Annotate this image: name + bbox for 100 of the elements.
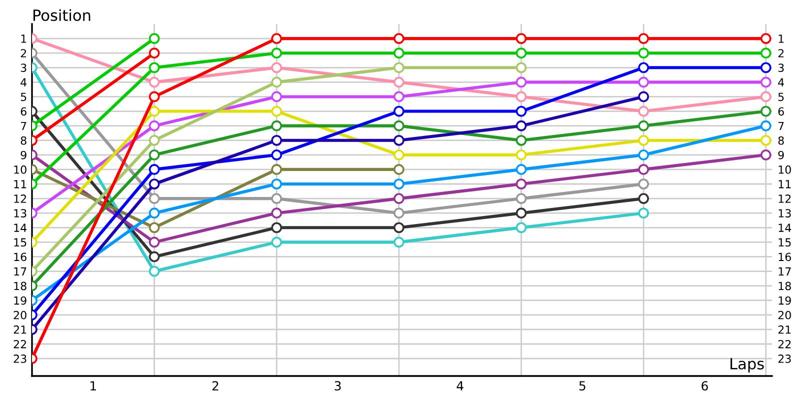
y2-tick-label: 17 [778, 267, 791, 276]
point [394, 193, 404, 204]
y-tick-label: 14 [14, 224, 27, 232]
y-tick-label: 13 [14, 209, 26, 218]
x-tick-label: 2 [212, 381, 218, 390]
y2-tick-label: 1 [778, 34, 784, 43]
point [760, 48, 772, 59]
point [638, 106, 649, 117]
point [148, 222, 160, 234]
x-axis-title: Laps [730, 358, 764, 372]
point [638, 208, 649, 219]
x-tick-label: 3 [334, 381, 341, 391]
point [271, 149, 282, 160]
y2-tick-label: 5 [778, 92, 784, 102]
y-tick-label: 5 [20, 92, 26, 102]
point [271, 236, 282, 248]
point [638, 134, 649, 146]
y-tick-label: 23 [14, 354, 26, 363]
point [516, 33, 527, 44]
point [394, 91, 404, 102]
x-tick-label: 1 [90, 381, 96, 390]
point [516, 76, 527, 88]
y-tick-label: 8 [20, 136, 26, 145]
point [148, 236, 160, 248]
point [638, 48, 649, 59]
point [516, 149, 527, 160]
point [271, 164, 282, 175]
point [638, 164, 649, 175]
point [148, 62, 160, 74]
y2-tick-label: 9 [778, 150, 784, 160]
point [516, 120, 527, 132]
point [148, 266, 160, 277]
point [760, 62, 772, 74]
point [638, 120, 649, 132]
point [148, 178, 160, 190]
point [516, 193, 527, 204]
y-tick-label: 20 [14, 310, 26, 320]
point [148, 91, 160, 102]
point [638, 149, 649, 160]
point [516, 178, 527, 190]
point [516, 91, 527, 102]
y2-tick-label: 11 [778, 180, 791, 188]
y-tick-label: 9 [20, 150, 26, 160]
point [148, 193, 160, 204]
x-tick-label: 5 [579, 381, 586, 391]
y2-tick-label: 15 [778, 238, 791, 247]
point [394, 149, 404, 160]
y-tick-label: 4 [20, 78, 27, 86]
y-axis-title: Position [34, 9, 90, 22]
y-tick-label: 16 [14, 252, 26, 262]
point [148, 106, 160, 117]
y2-tick-label: 2 [778, 49, 784, 58]
point [271, 33, 282, 44]
y2-tick-label: 7 [778, 122, 784, 130]
point [394, 62, 404, 74]
y-tick-label: 17 [14, 267, 26, 276]
point [271, 120, 282, 132]
point [516, 222, 527, 234]
point [516, 62, 527, 74]
point [394, 134, 404, 146]
point [271, 193, 282, 204]
x-tick-label: 6 [702, 381, 708, 391]
y2-tick-label: 19 [778, 296, 791, 305]
point [638, 33, 649, 44]
point [516, 134, 527, 146]
point [516, 164, 527, 175]
y-tick-label: 2 [20, 49, 26, 58]
y-tick-label: 3 [20, 64, 26, 72]
point [271, 62, 282, 74]
y-tick-label: 10 [14, 165, 26, 174]
y2-tick-label: 20 [778, 310, 791, 320]
point [148, 149, 160, 160]
point [638, 193, 649, 204]
y2-tick-label: 18 [778, 282, 791, 290]
y2-tick-label: 6 [778, 107, 784, 116]
point [394, 178, 404, 190]
point [760, 91, 772, 102]
point [271, 134, 282, 146]
y-tick-label: 12 [14, 194, 26, 203]
point [148, 134, 160, 146]
point [148, 251, 160, 262]
point [394, 208, 404, 219]
y2-tick-label: 16 [778, 252, 791, 262]
y-tick-label: 1 [21, 34, 26, 43]
point [638, 62, 649, 74]
y-tick-label: 21 [14, 325, 26, 334]
point [394, 76, 404, 88]
point [760, 33, 772, 44]
y-tick-label: 19 [14, 296, 26, 305]
y2-tick-label: 3 [778, 64, 784, 72]
point [271, 48, 282, 59]
y2-tick-label: 21 [778, 325, 791, 334]
y2-tick-label: 12 [778, 194, 791, 203]
y2-tick-label: 14 [778, 224, 792, 232]
point [760, 106, 772, 117]
point [148, 164, 160, 175]
point [148, 208, 160, 219]
point [394, 33, 404, 44]
y-tick-label: 7 [20, 122, 26, 130]
point [271, 178, 282, 190]
